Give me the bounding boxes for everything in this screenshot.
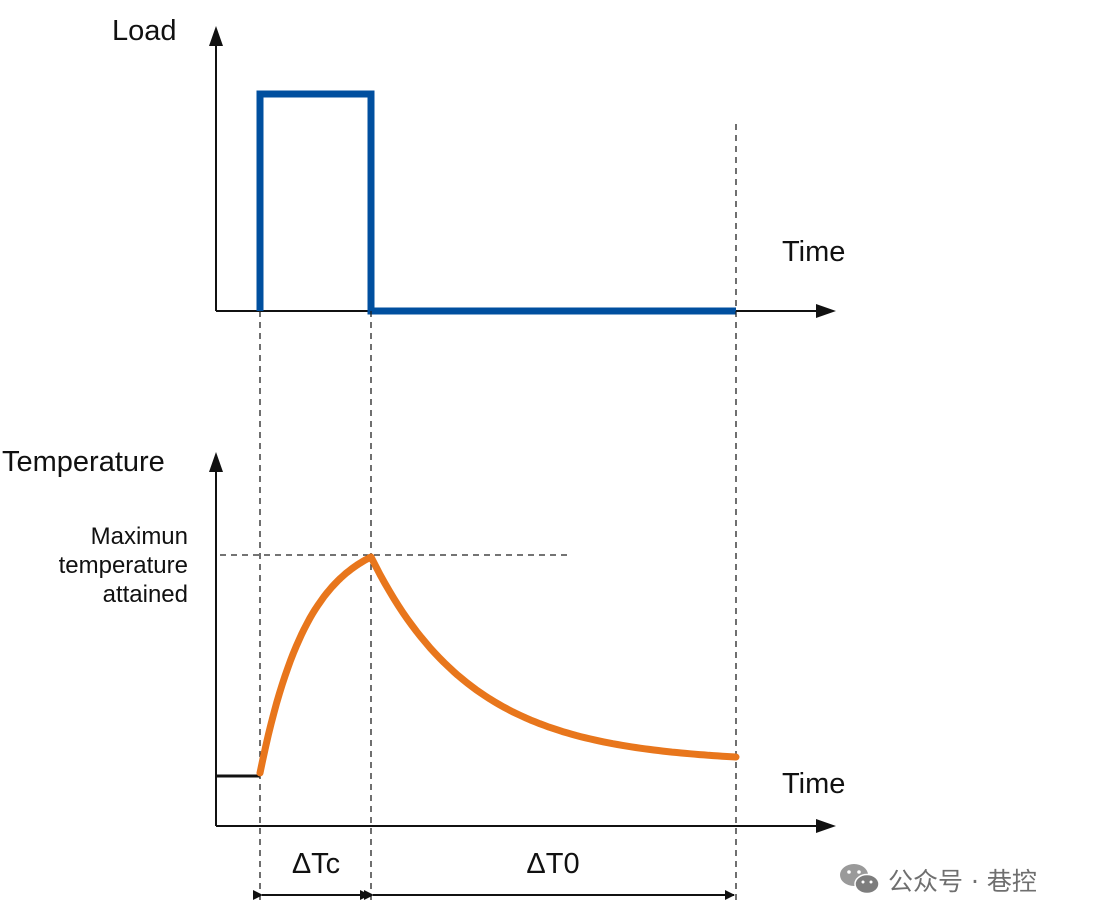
- temperature-time-label: Time: [782, 768, 845, 800]
- watermark-text: 公众号 · 巷控: [888, 867, 1037, 896]
- load-x-axis-arrow: [816, 304, 836, 318]
- watermark: 公众号 · 巷控: [840, 864, 1037, 896]
- heating-interval-label: ΔTc: [292, 848, 340, 880]
- wechat-icon: [840, 864, 880, 895]
- load-pulse-curve: [256, 90, 736, 315]
- guide-lines: [220, 124, 737, 905]
- load-time-label: Time: [782, 236, 845, 268]
- temperature-y-axis-arrow: [209, 452, 223, 472]
- load-panel: Load Time: [112, 15, 845, 318]
- interval-markers: ΔTc ΔT0: [253, 848, 735, 900]
- cooling-interval-label: ΔT0: [526, 848, 579, 880]
- temperature-axis-label: Temperature: [2, 446, 165, 478]
- max-temperature-label-line-3: attained: [103, 581, 188, 608]
- temperature-curve: [256, 553, 740, 777]
- max-temperature-label-line-1: Maximun: [91, 523, 188, 550]
- temperature-panel: Temperature Time Maximun temperature att…: [2, 446, 845, 833]
- temperature-x-axis-arrow: [816, 819, 836, 833]
- load-axis-label: Load: [112, 15, 177, 47]
- load-y-axis-arrow: [209, 26, 223, 46]
- max-temperature-label-line-2: temperature: [59, 552, 188, 579]
